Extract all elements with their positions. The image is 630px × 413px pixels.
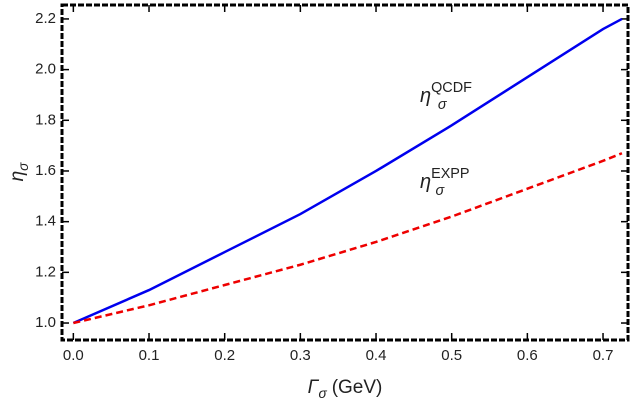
symbol: η xyxy=(7,171,28,182)
subscript: σ xyxy=(436,183,446,199)
y-axis-label: ησ xyxy=(7,162,31,182)
annotation: ηEXPP σ xyxy=(420,166,470,199)
series-line xyxy=(72,17,623,325)
y-tick-label: 1.8 xyxy=(35,111,56,128)
symbol: η xyxy=(420,171,431,193)
symbol: Γ xyxy=(308,377,320,398)
y-tick-label: 1.0 xyxy=(35,314,56,331)
x-axis-label: Γσ (GeV) xyxy=(308,377,383,401)
plot-frame xyxy=(60,3,630,342)
symbol: η xyxy=(420,85,431,107)
y-tick-label: 1.2 xyxy=(35,263,56,280)
subscript: σ xyxy=(318,386,327,401)
y-tick-label: 1.6 xyxy=(35,162,56,179)
x-tick-label: 0.0 xyxy=(63,347,84,364)
x-tick-label: 0.3 xyxy=(290,347,311,364)
subscript: σ xyxy=(438,97,448,113)
x-tick-label: 0.2 xyxy=(214,347,235,364)
x-tick-label: 0.4 xyxy=(366,347,387,364)
y-tick-label: 2.0 xyxy=(35,61,56,78)
annotation: ηQCDF σ xyxy=(420,80,472,113)
x-tick-label: 0.5 xyxy=(441,347,462,364)
superscript: EXPP xyxy=(431,166,469,182)
series-line xyxy=(73,152,623,325)
superscript: QCDF xyxy=(431,80,472,96)
y-tick-label: 2.2 xyxy=(35,10,56,27)
x-tick-label: 0.1 xyxy=(139,347,160,364)
subscript: σ xyxy=(16,162,31,171)
x-tick-label: 0.7 xyxy=(593,347,614,364)
x-tick-label: 0.6 xyxy=(517,347,538,364)
axis-unit: (GeV) xyxy=(332,377,383,398)
y-tick-label: 1.4 xyxy=(35,213,56,230)
